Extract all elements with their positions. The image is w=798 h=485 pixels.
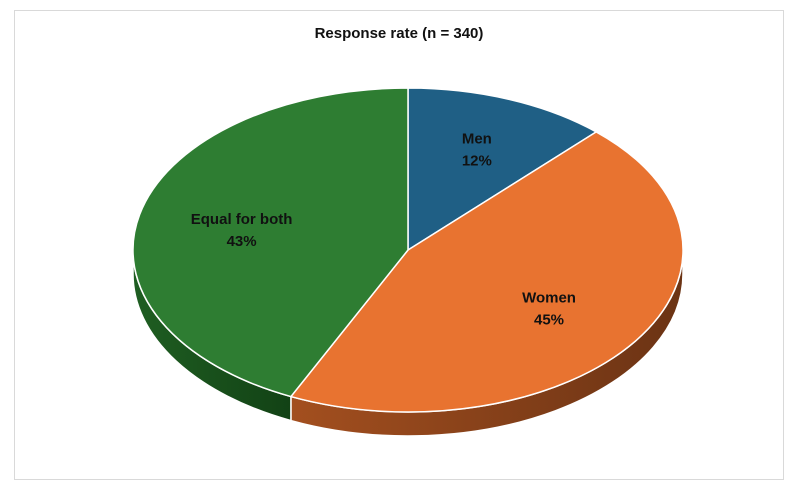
pie-value-women: 45% [534,311,564,328]
pie-slice-equal-for-both [132,87,409,398]
pie-slice-women [289,131,684,413]
pie-label-women: Women [522,289,576,306]
pie-value-men: 12% [462,153,492,170]
pie-labels: Men 12% Women 45% Equal for both 43% [191,131,576,329]
chart-title: Response rate (n = 340) [314,25,484,42]
pie-value-equal-for-both: 43% [227,233,257,250]
pie-label-equal-for-both: Equal for both [191,211,293,228]
pie-top-slices [132,87,684,413]
pie-label-men: Men [462,131,492,148]
pie-slice-men [407,87,598,252]
